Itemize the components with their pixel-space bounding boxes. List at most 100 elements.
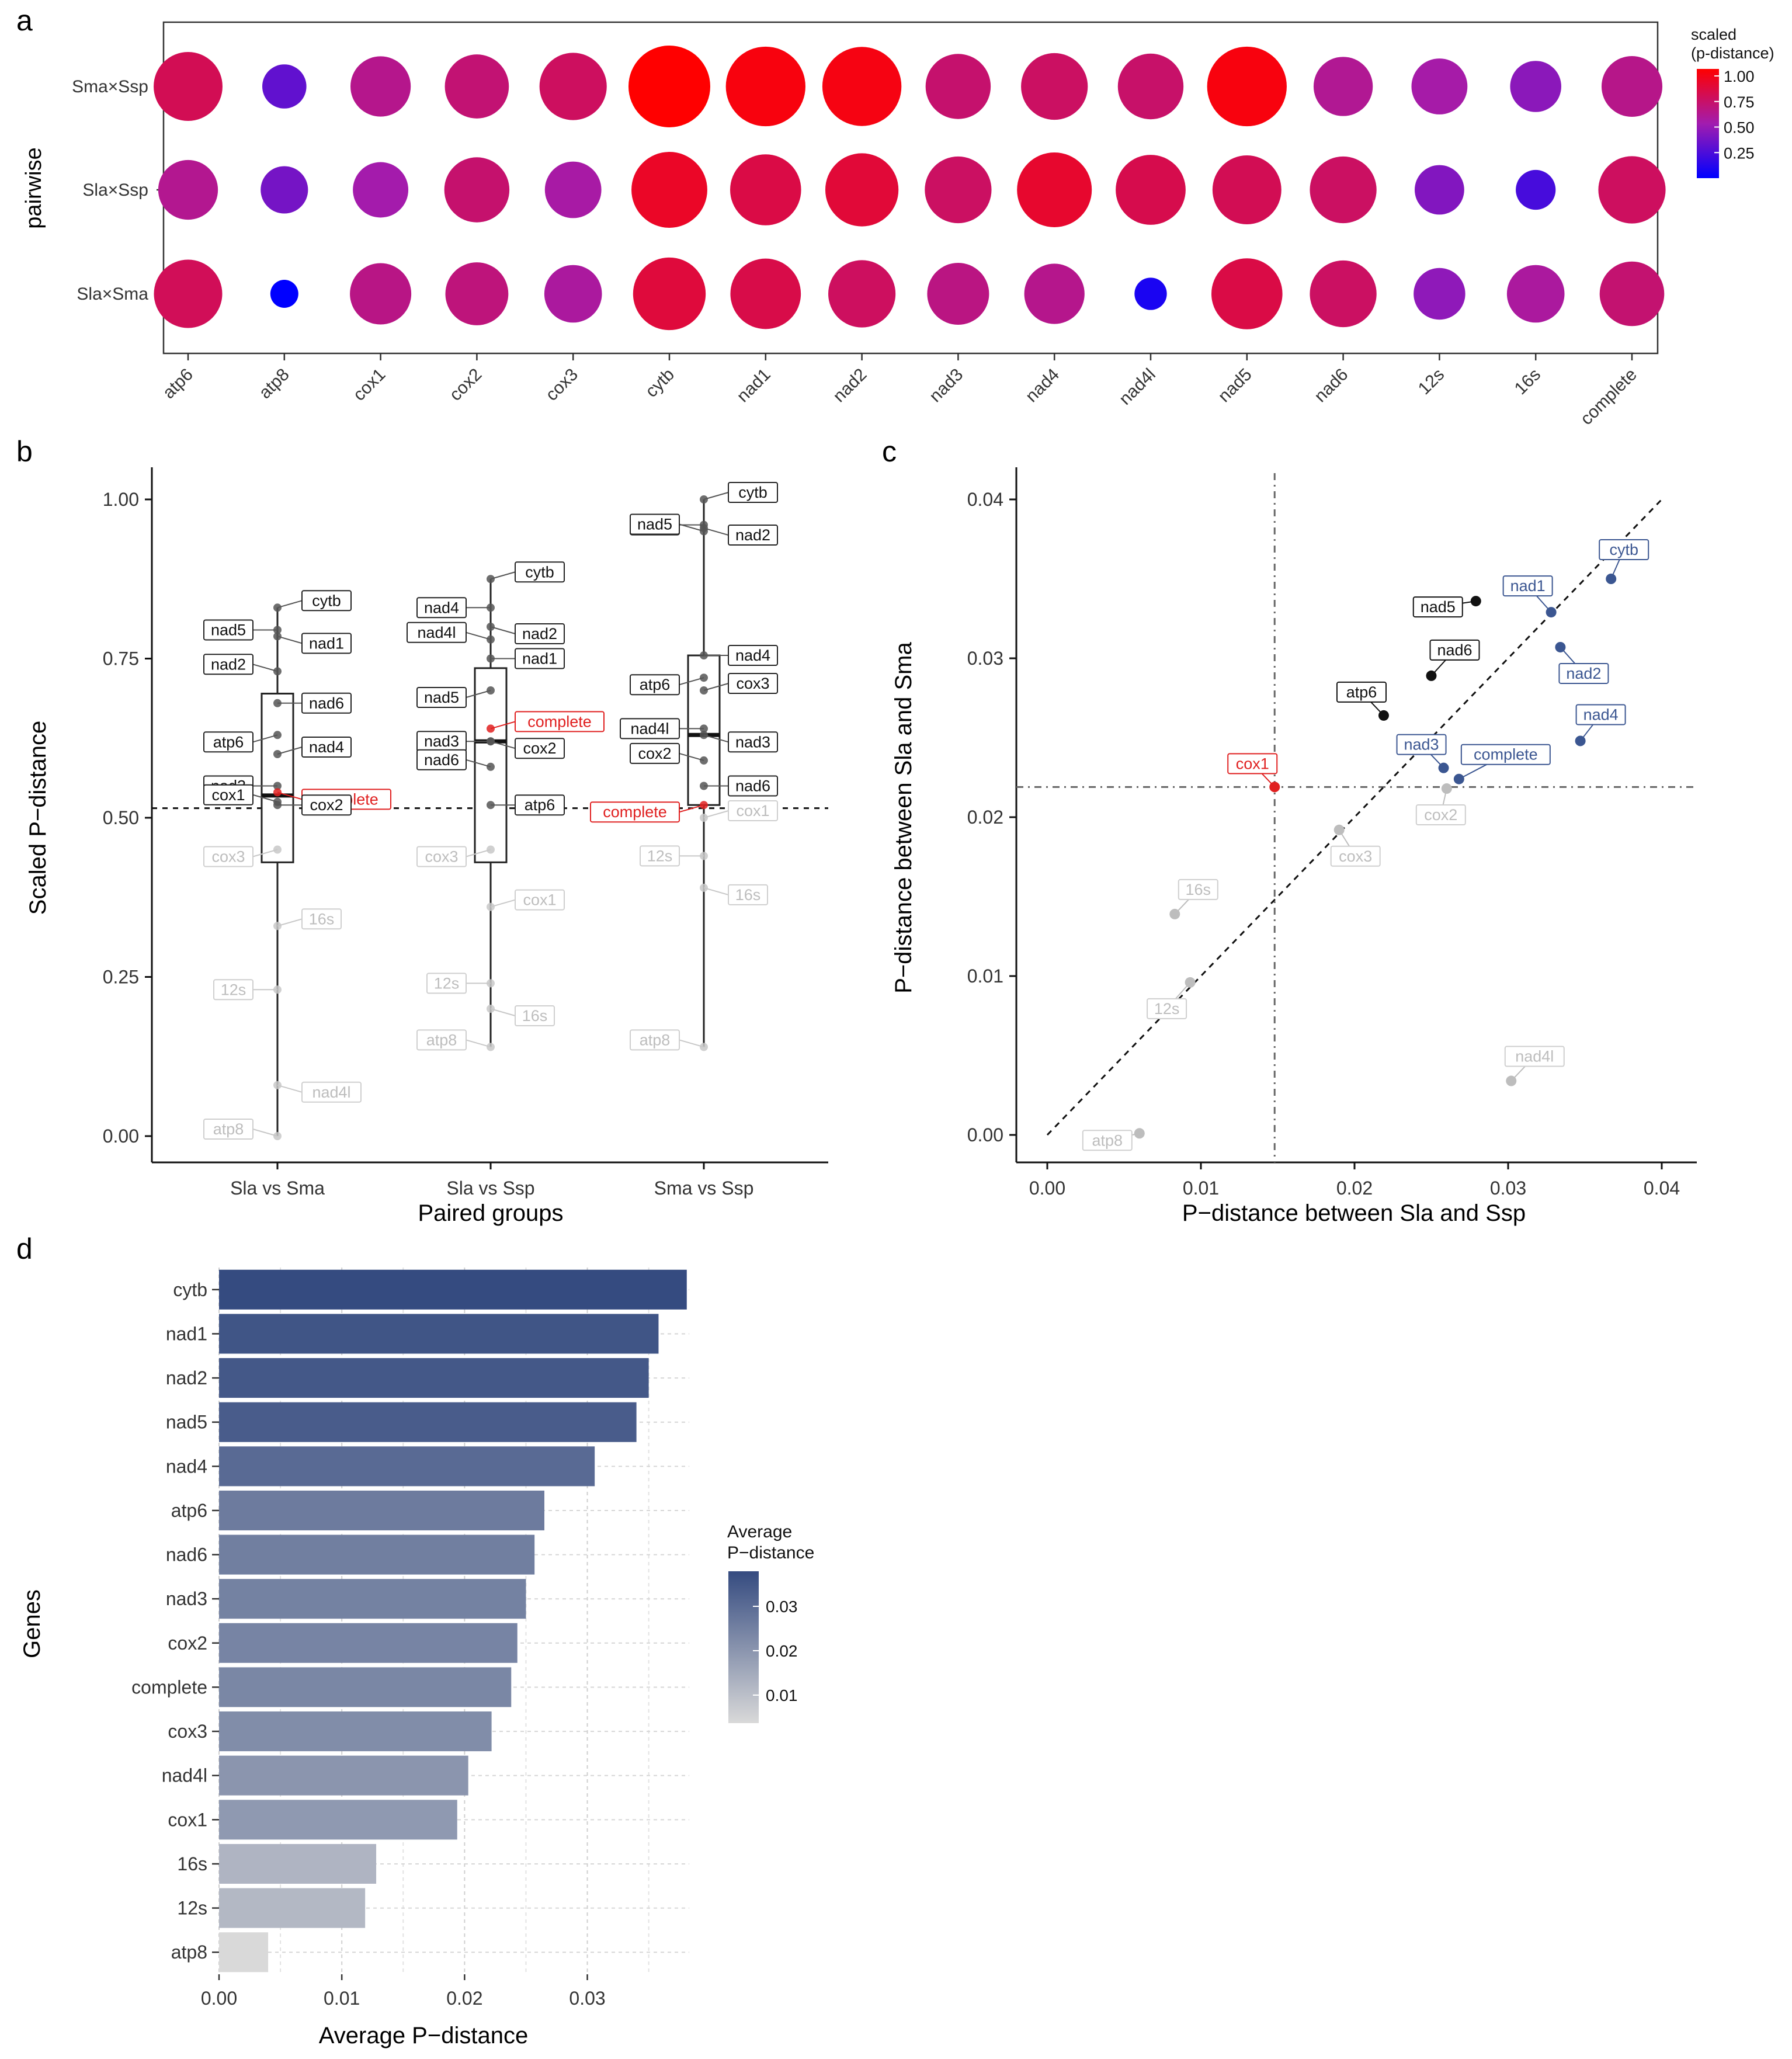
y-tick-label: cox3 [168, 1721, 207, 1742]
label-leader [466, 690, 491, 698]
x-tick-label: 0.01 [324, 1988, 360, 2009]
point-label-box [1460, 744, 1551, 765]
bubble-point [1117, 53, 1184, 120]
bar [219, 1534, 535, 1575]
x-tick-label: cox1 [349, 365, 389, 405]
point-label: nad6 [424, 751, 459, 769]
y-tick-label: nad2 [166, 1367, 207, 1388]
bar [219, 1314, 659, 1354]
point-label: nad5 [637, 516, 672, 533]
x-tick-label: 0.03 [1490, 1178, 1526, 1199]
bubble-point [1601, 55, 1663, 117]
label-leader [679, 804, 704, 813]
point-label-box [728, 775, 778, 797]
point-label: atp6 [213, 733, 244, 751]
point-label-box [515, 648, 565, 669]
point-label: cytb [738, 484, 767, 501]
y-tick-label: nad4 [166, 1456, 207, 1477]
point-label: nad6 [735, 777, 770, 795]
point-label-box [301, 908, 342, 930]
bar [219, 1623, 518, 1663]
label-leader [277, 791, 303, 800]
point-label: cox2 [638, 745, 671, 762]
point-label-box [301, 633, 352, 654]
point-label-box [728, 884, 768, 905]
bubble-point [444, 157, 510, 223]
point-label: nad5 [211, 621, 246, 638]
point-label: nad4 [424, 599, 459, 616]
bubble-point [544, 161, 602, 218]
legend-tick-label: 0.25 [1724, 144, 1755, 162]
y-tick-label: 0.03 [967, 648, 1003, 669]
point-label-box [515, 794, 565, 816]
point-label-box [728, 731, 778, 753]
point-label: nad3 [735, 733, 770, 751]
bar [219, 1755, 468, 1796]
point-label-box [640, 845, 680, 867]
y-tick-label: 0.50 [103, 807, 139, 828]
point-label-box [728, 525, 778, 546]
point-label: atp6 [640, 676, 671, 693]
point-label: cox1 [736, 802, 769, 820]
point-label-box [728, 645, 778, 666]
point-label-box [1082, 1130, 1133, 1151]
point-label-box [426, 973, 467, 994]
point-label: nad2 [1566, 665, 1601, 682]
x-tick-label: cytb [642, 365, 678, 401]
legend-tick-label: 0.75 [1724, 93, 1755, 111]
point-label: cox2 [310, 796, 343, 814]
bubble-point [628, 46, 710, 127]
y-tick-label: Sla×Sma [77, 284, 148, 304]
x-tick-label: 16s [1511, 365, 1545, 399]
colorbar-legend: scaled(p-distance) 1.00 0.75 0.50 0.25 [1691, 26, 1774, 178]
y-tick-label: Sla×Ssp [82, 180, 148, 200]
y-tick-label: atp8 [171, 1942, 207, 1963]
x-tick-label: nad6 [1311, 365, 1352, 407]
point-label: atp6 [1346, 683, 1377, 701]
label-leader [703, 810, 729, 818]
point-label: nad4l [312, 1084, 350, 1101]
point-label: 12s [434, 974, 460, 992]
point-label-box [407, 621, 467, 643]
bubble-point [927, 263, 989, 325]
panel-label-b: b [16, 435, 33, 468]
point-label: nad4 [309, 738, 344, 756]
panel-d-bar-chart: cytb nad1 nad2 nad5 nad4 atp6 nad6 nad3 cox2 comp… [19, 1268, 814, 2048]
point-label: nad3 [424, 732, 459, 750]
label-leader [679, 523, 704, 532]
point-label: atp8 [426, 1031, 457, 1048]
point-label-box [515, 623, 565, 644]
label-leader [679, 677, 704, 686]
x-tick-label: 0.01 [1183, 1178, 1219, 1199]
point-label-box [515, 1005, 555, 1026]
y-tick-label: cox2 [168, 1633, 207, 1654]
x-tick-label: 0.00 [1029, 1178, 1065, 1199]
x-tick-label: Sla vs Sma [230, 1178, 325, 1199]
bubble-point [1310, 156, 1377, 224]
point-label: 12s [1154, 1000, 1180, 1018]
x-axis-title: Paired groups [418, 1200, 563, 1226]
point-label-box [1415, 804, 1466, 826]
x-tick-label: Sla vs Ssp [446, 1178, 534, 1199]
x-axis-title: P−distance between Sla and Ssp [1182, 1200, 1526, 1226]
label-leader [490, 1008, 516, 1016]
bubble-point [1207, 46, 1287, 127]
x-tick-label: nad3 [926, 365, 967, 407]
label-leader [490, 721, 516, 730]
label-leader [466, 849, 491, 857]
bar [219, 1269, 687, 1310]
point-label-box [515, 711, 605, 732]
panel-label-c: c [882, 435, 897, 468]
y-tick-label: 0.00 [103, 1126, 139, 1147]
point-label: atp8 [213, 1120, 244, 1138]
y-tick-label: 0.25 [103, 967, 139, 988]
panel-label-a: a [16, 4, 33, 37]
x-tick-label: nad4l [1116, 365, 1159, 409]
label-leader [252, 734, 278, 743]
panel-b-boxplot: 0.00 0.25 0.50 0.75 1.00 Scaled P−distance Pai… [25, 467, 828, 1226]
box-body [261, 692, 294, 863]
legend-tick-label: 0.01 [766, 1686, 798, 1704]
point-label: atp8 [640, 1031, 671, 1048]
y-tick-label: cytb [173, 1279, 207, 1300]
